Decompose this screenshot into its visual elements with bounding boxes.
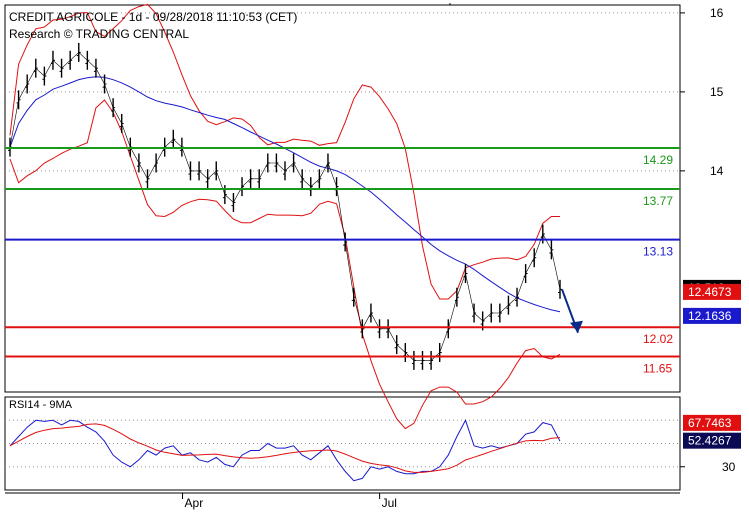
rsi-badge <box>683 432 741 449</box>
chart-subtitle: Research © TRADING CENTRAL <box>9 27 189 41</box>
price-badge <box>683 283 741 300</box>
level-label: 14.29 <box>643 153 673 167</box>
rsi-line <box>9 419 561 482</box>
rsi-badge-label: 67.7463 <box>688 416 732 430</box>
x-tick-label: Apr <box>185 496 204 510</box>
bollinger-lower <box>9 99 561 430</box>
y-tick-label: 16 <box>710 6 724 20</box>
x-tick-label: Jul <box>382 496 397 510</box>
chart-title: CREDIT AGRICOLE - 1d - 09/28/2018 11:10:… <box>9 10 298 24</box>
rsi-badge-label: 52.4267 <box>688 434 732 448</box>
level-label: 11.65 <box>643 361 672 375</box>
main-panel-frame <box>4 4 681 393</box>
rsi-ma-line <box>9 423 561 473</box>
rsi-title: RSI14 - 9MA <box>9 399 72 411</box>
price-badge-label: 12.1636 <box>688 309 732 323</box>
rsi-badge <box>683 414 741 431</box>
moving-average-line <box>9 76 561 313</box>
level-label: 13.77 <box>643 194 673 208</box>
price-badge <box>683 307 741 324</box>
level-label: 13.13 <box>643 245 673 259</box>
rsi-y-tick-label: 30 <box>722 460 736 474</box>
level-label: 12.02 <box>643 332 673 346</box>
forecast-arrow-head <box>570 320 583 333</box>
y-tick-label: 14 <box>710 164 724 178</box>
price-badge-label: 12.4673 <box>688 285 732 299</box>
y-tick-label: 15 <box>710 85 724 99</box>
price-line <box>9 51 561 361</box>
bollinger-upper <box>9 3 560 300</box>
